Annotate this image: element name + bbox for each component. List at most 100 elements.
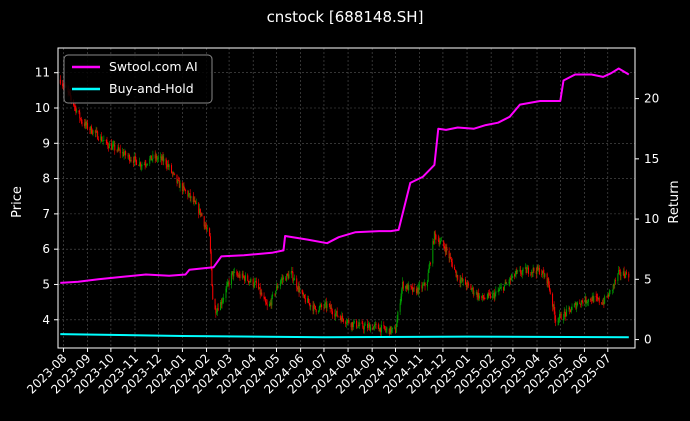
- candle-body: [312, 305, 314, 311]
- candle-body: [443, 246, 445, 249]
- candle-body: [90, 126, 92, 134]
- candle-body: [231, 271, 233, 274]
- candle-body: [286, 274, 288, 275]
- candle-body: [230, 273, 232, 285]
- candle-body: [503, 287, 505, 291]
- candle-body: [579, 302, 581, 304]
- candle-body: [260, 292, 262, 295]
- y-axis-label: Price: [10, 186, 25, 218]
- candle-body: [484, 298, 486, 300]
- candle-body: [525, 267, 527, 274]
- candle-body: [90, 126, 92, 131]
- candle-body: [412, 287, 414, 292]
- candle-body: [571, 306, 573, 311]
- candle-body: [233, 271, 235, 277]
- candle-body: [281, 278, 283, 280]
- candle-body: [81, 122, 83, 124]
- candle-body: [75, 106, 77, 113]
- y-tick-label: 9: [42, 136, 50, 150]
- candle-body: [363, 327, 365, 330]
- candle-body: [439, 242, 441, 245]
- candle-body: [609, 290, 611, 292]
- candle-body: [223, 297, 225, 300]
- candle-body: [314, 305, 316, 310]
- y-tick-label: 4: [42, 313, 50, 327]
- candle-body: [401, 289, 403, 297]
- candle-body: [62, 83, 64, 87]
- candle-body: [324, 303, 326, 308]
- candle-body: [467, 282, 469, 284]
- candle-body: [86, 122, 88, 126]
- candle-body: [399, 303, 401, 312]
- candle-body: [520, 273, 522, 275]
- candle-body: [209, 228, 211, 237]
- candle-body: [78, 110, 80, 113]
- candle-body: [139, 162, 141, 166]
- candle-body: [440, 240, 442, 243]
- candle-body: [220, 302, 222, 305]
- candle-body: [350, 323, 352, 328]
- candle-body: [482, 295, 484, 299]
- candle-body: [116, 150, 118, 152]
- candle-body: [373, 324, 375, 327]
- candle-body: [372, 326, 374, 330]
- candle-body: [346, 323, 347, 324]
- candle-body: [144, 163, 146, 165]
- candle-body: [585, 297, 587, 303]
- candle-body: [370, 326, 372, 331]
- candle-body: [143, 163, 145, 166]
- candle-body: [569, 309, 571, 313]
- candle-body: [133, 156, 135, 163]
- candle-body: [103, 140, 105, 141]
- candle-body: [124, 151, 126, 155]
- candle-body: [506, 283, 508, 285]
- candle-body: [330, 307, 332, 309]
- candle-body: [527, 267, 529, 274]
- candle-body: [374, 324, 376, 325]
- candle-body: [95, 131, 97, 133]
- candle-body: [486, 297, 488, 299]
- candle-body: [394, 327, 396, 329]
- candle-body: [454, 269, 456, 271]
- candle-body: [444, 248, 446, 253]
- candle-body: [167, 164, 169, 168]
- candle-body: [297, 287, 299, 290]
- candle-body: [625, 272, 627, 274]
- candle-body: [328, 303, 330, 305]
- candle-body: [199, 208, 201, 216]
- candle-body: [615, 280, 617, 282]
- candle-body: [129, 154, 131, 162]
- candle-body: [443, 240, 445, 247]
- candle-body: [106, 140, 108, 144]
- candle-body: [497, 290, 499, 292]
- candle-body: [303, 294, 305, 296]
- price-candles: [59, 75, 630, 338]
- candle-body: [296, 278, 298, 288]
- candle-body: [478, 293, 480, 299]
- candle-body: [483, 298, 485, 299]
- candle-body: [265, 302, 267, 305]
- candle-body: [149, 158, 151, 164]
- candle-body: [380, 327, 382, 333]
- candle-body: [139, 162, 141, 167]
- candle-body: [152, 154, 154, 160]
- candle-body: [100, 136, 102, 141]
- series-line-buy-and-hold: [60, 333, 629, 339]
- candle-body: [259, 287, 261, 295]
- candle-body: [226, 285, 228, 289]
- candle-body: [568, 307, 570, 310]
- candle-body: [400, 296, 402, 304]
- candle-body: [151, 159, 153, 161]
- candle-body: [189, 193, 191, 199]
- candle-body: [471, 287, 473, 290]
- candle-body: [558, 318, 560, 322]
- candle-body: [252, 278, 254, 286]
- candle-body: [178, 180, 180, 188]
- candle-body: [552, 293, 554, 307]
- candle-body: [563, 311, 565, 319]
- candle-body: [456, 275, 458, 277]
- candle-body: [416, 287, 418, 294]
- candle-body: [369, 324, 371, 331]
- candle-body: [171, 172, 173, 174]
- candle-body: [368, 324, 370, 326]
